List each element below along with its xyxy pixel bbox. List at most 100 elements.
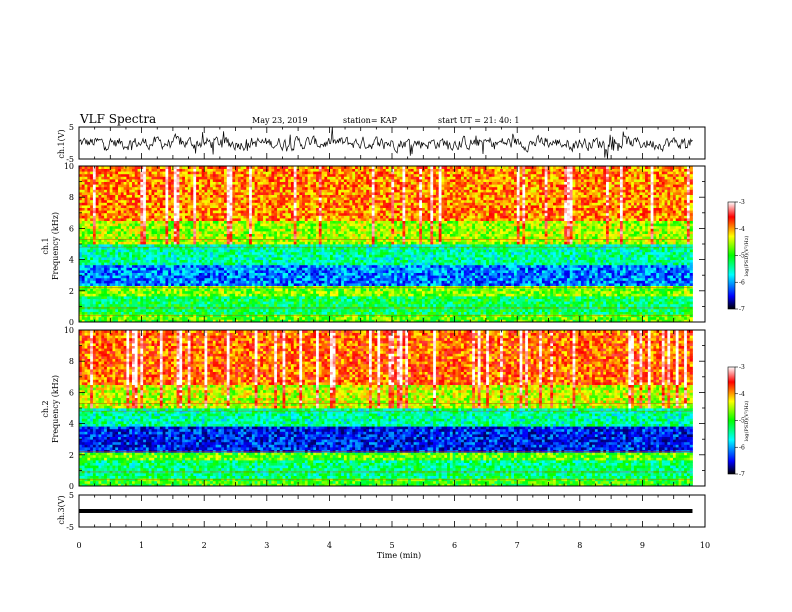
spectrogram-cell (254, 275, 258, 279)
spectrogram-cell (229, 173, 233, 177)
spectrogram-cell (276, 231, 281, 234)
spectrogram-cell (235, 272, 239, 276)
spectrogram-cell (268, 298, 272, 302)
spectrogram-cell (190, 189, 194, 193)
spectrogram-cell (257, 293, 261, 297)
spectrogram-cell (193, 288, 197, 292)
spectrogram-cell (143, 241, 147, 245)
spectrogram-cell (104, 259, 108, 263)
spectrogram-cell (260, 215, 264, 219)
spectrogram-cell (104, 319, 108, 323)
spectrogram-cell (237, 288, 242, 292)
spectrogram-cell (304, 251, 309, 255)
spectrogram-cell (98, 215, 102, 219)
spectrogram-cell (184, 181, 189, 185)
spectrogram-cell (274, 285, 278, 289)
spectrogram-cell (129, 199, 133, 203)
spectrogram-cell (120, 262, 125, 266)
spectrogram-cell (129, 301, 133, 305)
spectrogram-cell (137, 166, 141, 169)
spectrogram-cell (268, 223, 272, 227)
spectrogram-cell (265, 244, 270, 247)
spectrogram-cell (118, 270, 122, 273)
spectrogram-cell (98, 202, 102, 206)
spectrogram-cell (87, 220, 91, 224)
spectrogram-cell (288, 267, 292, 271)
spectrogram-cell (249, 298, 253, 302)
spectrogram-cell (137, 267, 141, 271)
spectrogram-cell (120, 220, 125, 224)
spectrogram-cell (224, 207, 228, 211)
spectrogram-cell (246, 184, 250, 188)
spectrogram-cell (126, 288, 130, 292)
spectrogram-cell (145, 223, 150, 227)
spectrogram-cell (140, 257, 144, 260)
spectrogram-cell (79, 296, 83, 299)
spectrogram-cell (131, 168, 136, 172)
spectrogram-cell (179, 186, 183, 190)
spectrogram-cell (87, 228, 91, 232)
spectrogram-cell (246, 272, 250, 276)
spectrogram-cell (126, 236, 130, 240)
spectrogram-cell (274, 238, 278, 242)
spectrogram-cell (285, 233, 289, 237)
spectrogram-cell (190, 311, 194, 315)
spectrogram-cell (101, 207, 105, 211)
spectrogram-cell (98, 249, 102, 253)
spectrogram-cell (268, 236, 272, 240)
spectrogram-cell (279, 218, 283, 221)
spectrogram-cell (224, 168, 228, 172)
spectrogram-cell (118, 303, 122, 307)
spectrogram-cell (193, 277, 197, 281)
spectrogram-cell (299, 309, 303, 312)
spectrogram-cell (271, 241, 275, 245)
spectrogram-cell (251, 246, 256, 250)
spectrogram-cell (193, 316, 197, 320)
spectrogram-cell (265, 293, 270, 297)
spectrogram-cell (210, 168, 214, 172)
spectrogram-cell (285, 275, 289, 279)
spectrogram-cell (120, 179, 125, 182)
spectrogram-cell (129, 181, 133, 185)
spectrogram-cell (243, 264, 247, 268)
spectrogram-cell (129, 262, 133, 266)
spectrogram-cell (148, 246, 152, 250)
spectrogram-cell (148, 205, 152, 208)
spectrogram-cell (282, 275, 286, 279)
spectrogram-cell (215, 285, 219, 289)
spectrogram-cell (184, 257, 189, 260)
spectrogram-cell (290, 199, 295, 203)
spectrogram-cell (279, 181, 283, 185)
spectrogram-cell (274, 246, 278, 250)
spectrogram-cell (221, 189, 225, 193)
spectrogram-cell (148, 251, 152, 255)
spectrogram-cell (296, 309, 300, 312)
spectrogram-cell (290, 283, 295, 286)
spectrogram-cell (237, 181, 242, 185)
spectrogram-cell (293, 254, 297, 258)
spectrogram-cell (179, 270, 183, 273)
spectrogram-cell (90, 293, 94, 297)
spectrogram-cell (246, 197, 250, 201)
spectrogram-cell (106, 215, 111, 219)
spectrogram-cell (221, 207, 225, 211)
spectrogram-cell (212, 301, 217, 305)
spectrogram-cell (118, 275, 122, 279)
spectrogram-cell (288, 184, 292, 188)
spectrogram-cell (198, 168, 203, 172)
spectrogram-cell (137, 290, 141, 294)
spectrogram-cell (126, 309, 130, 312)
spectrogram-cell (257, 238, 261, 242)
spectrogram-cell (92, 220, 97, 224)
spectrogram-cell (154, 309, 158, 312)
spectrogram-cell (293, 197, 297, 201)
spectrogram-cell (120, 290, 125, 294)
spectrogram-cell (201, 283, 205, 286)
spectrogram-cell (218, 233, 222, 237)
spectrogram-cell (126, 166, 130, 169)
spectrogram-cell (274, 319, 278, 323)
spectrogram-cell (112, 296, 116, 299)
spectrogram-cell (126, 168, 130, 172)
spectrogram-cell (184, 254, 189, 258)
spectrogram-cell (104, 301, 108, 305)
